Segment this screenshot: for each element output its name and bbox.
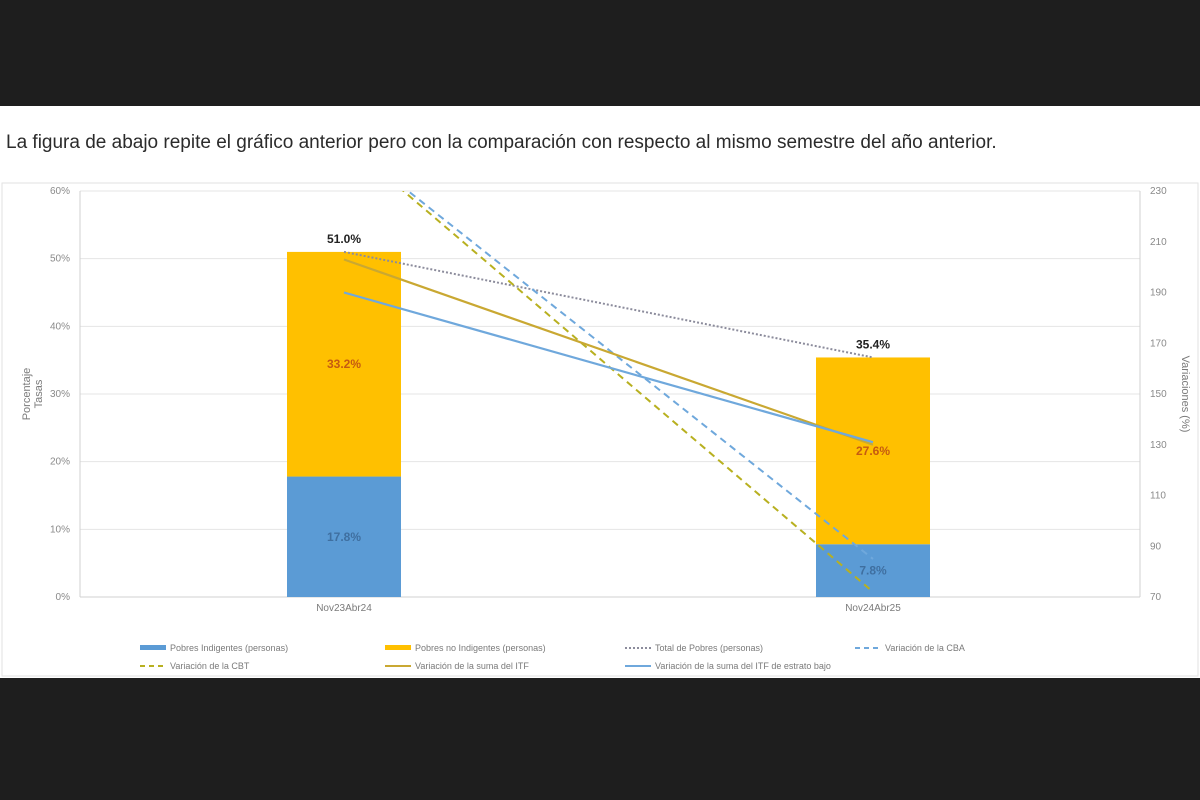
y-left-tick-label: 20%: [50, 457, 70, 468]
chart-container: 0% 10% 20% 30% 40% 50% 60% 70 90 110 130 150 170 190 2…: [0, 181, 1200, 678]
y-right-tick-label: 70: [1150, 592, 1162, 603]
y-left-tick-label: 50%: [50, 254, 70, 265]
legend-label: Variación de la suma del ITF de estrato …: [655, 661, 831, 671]
y-left-axis-title-line: Porcentaje: [21, 368, 33, 421]
chart-frame: [1, 182, 1199, 677]
y-right-tick-label: 90: [1150, 541, 1162, 552]
y-left-tick-label: 30%: [50, 389, 70, 400]
legend-label: Variación de la CBT: [170, 661, 250, 671]
y-left-axis-title-line: Tasas: [33, 379, 45, 408]
intro-paragraph: La figura de abajo repite el gráfico ant…: [6, 132, 997, 153]
y-right-tick-label: 190: [1150, 288, 1167, 299]
bar-data-label: 27.6%: [856, 444, 890, 458]
legend-swatch-pobres-indigentes-personas: [140, 645, 166, 650]
poverty-chart: 0% 10% 20% 30% 40% 50% 60% 70 90 110 130 150 170 190 2…: [1, 182, 1199, 677]
legend-label: Pobres Indigentes (personas): [170, 643, 288, 653]
line-variacion-de-la-suma-del-itf-de-estrato-bajo: [343, 291, 874, 444]
total-data-label: 51.0%: [327, 232, 361, 246]
bar-pobres-no-indigentes-personas: [816, 357, 930, 545]
legend-swatch-pobres-no-indigentes-personas: [385, 645, 411, 650]
total-data-label: 35.4%: [856, 337, 890, 351]
line-variacion-de-la-cba: [406, 191, 874, 560]
y-right-axis-title: Variaciones (%): [1179, 356, 1191, 433]
bar-pobres-no-indigentes-personas: [287, 251, 401, 477]
y-right-tick-label: 170: [1150, 338, 1167, 349]
y-left-tick-label: 40%: [50, 321, 70, 332]
legend-label: Total de Pobres (personas): [655, 643, 763, 653]
y-right-tick-label: 230: [1150, 186, 1167, 197]
legend-label: Pobres no Indigentes (personas): [415, 643, 546, 653]
y-right-tick-label: 130: [1150, 440, 1167, 451]
bar-data-label: 33.2%: [327, 357, 361, 371]
line-total-de-pobres-personas: [343, 250, 874, 359]
y-right-tick-label: 150: [1150, 389, 1167, 400]
bar-pobres-indigentes-personas: [816, 544, 930, 597]
y-left-axis-title: PorcentajeTasas: [21, 368, 45, 421]
bar-data-label: 7.8%: [859, 564, 887, 578]
y-left-tick-label: 10%: [50, 524, 70, 535]
y-right-tick-label: 210: [1150, 237, 1167, 248]
line-variacion-de-la-suma-del-itf: [343, 258, 874, 446]
x-category-label: Nov24Abr25: [845, 603, 901, 614]
x-category-label: Nov23Abr24: [316, 603, 372, 614]
top-dark-band: [0, 0, 1200, 106]
bottom-dark-band: [0, 678, 1200, 800]
article-content: La figura de abajo repite el gráfico ant…: [0, 106, 1200, 678]
bar-data-label: 17.8%: [327, 530, 361, 544]
legend-label: Variación de la suma del ITF: [415, 661, 529, 671]
y-right-tick-label: 110: [1150, 491, 1166, 502]
y-left-tick-label: 60%: [50, 186, 70, 197]
legend-label: Variación de la CBA: [885, 643, 965, 653]
bar-pobres-indigentes-personas: [287, 476, 401, 597]
line-variacion-de-la-cbt: [401, 191, 874, 593]
y-left-tick-label: 0%: [56, 592, 71, 603]
